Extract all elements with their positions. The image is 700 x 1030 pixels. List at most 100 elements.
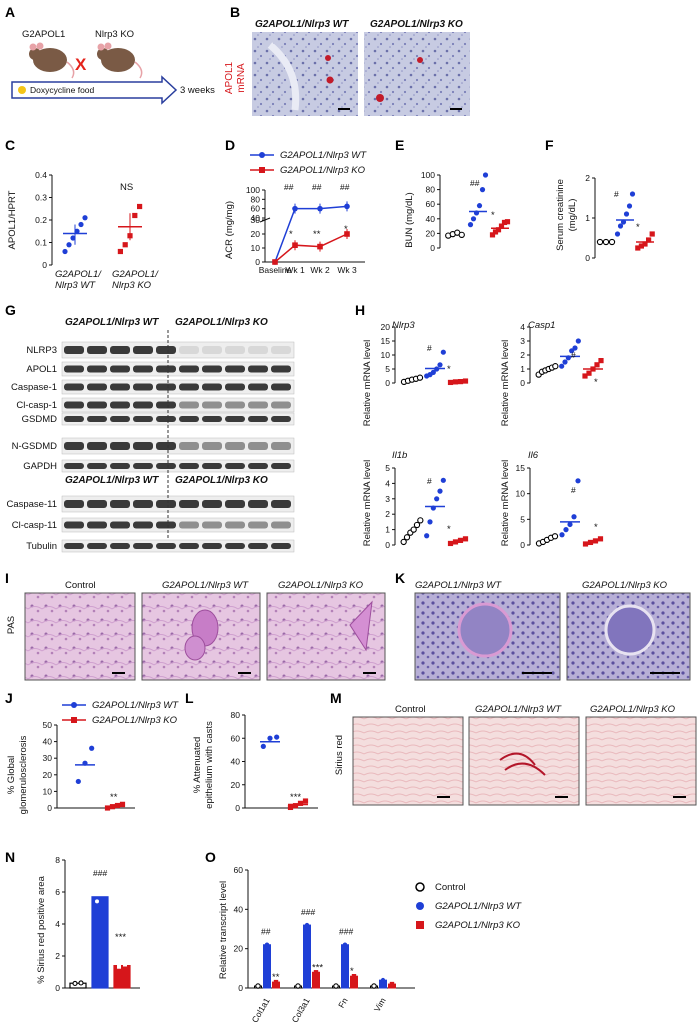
data-point [582, 373, 588, 379]
x-tick-label: Wk 3 [337, 265, 357, 275]
tick-label: 0 [255, 257, 260, 267]
bar [341, 944, 349, 989]
panel-letter: B [230, 4, 240, 20]
axis-label: APOL1 [224, 61, 235, 94]
data-point [389, 981, 395, 987]
blot-band [87, 416, 107, 422]
axis-label: ACR (mg/mg) [224, 201, 235, 259]
tick-label: 15 [516, 463, 526, 473]
data-point [559, 363, 565, 369]
panel-a: A G2APOL1 Nlrp3 KO X Doxycycline food 3 … [5, 4, 215, 105]
axis-label: Relative mRNA level [500, 460, 511, 547]
axis-label: Relative mRNA level [362, 460, 373, 547]
data-point [117, 964, 121, 969]
tick-label: 80 [251, 194, 261, 204]
protein-label: NLRP3 [26, 345, 57, 356]
blot-band [64, 500, 84, 508]
blot-band [179, 521, 199, 529]
x-label: Nlrp3 KO [112, 280, 152, 291]
data-point [437, 488, 443, 494]
blot-band [110, 365, 130, 373]
blot-band [179, 463, 199, 469]
data-point [437, 362, 443, 368]
blot-band [87, 365, 107, 373]
significance-label: ** [313, 229, 321, 240]
panel-letter: N [5, 849, 15, 865]
data-point [629, 191, 636, 197]
tick-label: 100 [246, 185, 260, 195]
panel-letter: F [545, 137, 554, 153]
blot-band [202, 346, 222, 354]
tick-label: 10 [381, 350, 391, 360]
blot-band [248, 500, 268, 508]
series-line [274, 205, 348, 263]
tick-label: 20 [251, 229, 261, 239]
data-point [447, 379, 454, 386]
data-point [117, 248, 123, 255]
blot-band [110, 543, 130, 549]
tick-label: 0 [42, 260, 47, 270]
data-point [552, 363, 559, 370]
food-label: Doxycycline food [30, 85, 95, 95]
blot-band [156, 463, 176, 469]
tick-label: 4 [520, 322, 525, 332]
blot-band [156, 346, 176, 354]
significance-label: * [350, 966, 354, 977]
panel-letter: D [225, 137, 235, 153]
blot-band [225, 463, 245, 469]
genotype-label: G2APOL1/Nlrp3 WT [65, 475, 159, 486]
blot-band [64, 346, 84, 354]
protein-label: GSDMD [22, 414, 58, 425]
data-point [380, 977, 386, 983]
protein-label: Cl-casp-1 [16, 400, 57, 411]
data-point [575, 478, 581, 484]
data-point [551, 533, 559, 540]
tick-label: 60 [231, 733, 241, 743]
panel-h: H Nlrp3 Casp1 Il1b Il6 Relative mRNA lev… [355, 302, 604, 550]
tick-label: 30 [43, 753, 53, 763]
data-point [479, 187, 486, 193]
blot-band [248, 543, 268, 549]
blot-band [179, 365, 199, 373]
blot-band [225, 521, 245, 529]
protein-label: Cl-casp-11 [12, 520, 57, 531]
data-point [572, 345, 578, 351]
protein-label: N-GSDMD [12, 441, 58, 452]
panel-k: K G2APOL1/Nlrp3 WT G2APOL1/Nlrp3 KO [395, 570, 691, 681]
blot-band [110, 500, 130, 508]
blot-band [110, 416, 130, 422]
axis-label: % Attenuated [192, 737, 203, 794]
blot-band [202, 500, 222, 508]
data-point [267, 735, 273, 741]
bar [263, 944, 271, 989]
significance-label: ## [312, 182, 322, 192]
blot-band [87, 346, 107, 354]
data-point [571, 514, 577, 520]
data-point [457, 537, 464, 543]
x-label: Nlrp3 WT [55, 280, 96, 291]
genotype-label: G2APOL1/Nlrp3 KO [175, 317, 268, 328]
legend-entry: G2APOL1/Nlrp3 KO [435, 920, 521, 931]
data-point [400, 538, 407, 546]
image-label: G2APOL1/Nlrp3 WT [415, 580, 502, 591]
gene-title: Nlrp3 [392, 320, 415, 331]
significance-label: * [447, 364, 451, 375]
panel-f: F Serum creatinine (mg/dL) 0 1 2 # * [545, 137, 655, 263]
tick-label: 10 [251, 243, 261, 253]
tick-label: 2 [520, 350, 525, 360]
data-point [467, 222, 474, 228]
significance-label: # [427, 343, 432, 353]
axis-label: Serum creatinine [555, 179, 566, 251]
tick-label: 0.4 [35, 170, 47, 180]
tick-label: 0 [238, 983, 243, 993]
image-label: G2APOL1/Nlrp3 KO [590, 704, 676, 715]
blot-band [271, 416, 291, 422]
data-point [292, 242, 298, 248]
micrograph [468, 716, 580, 806]
sun-icon [18, 86, 26, 94]
tick-label: 0 [47, 803, 52, 813]
data-point [70, 235, 76, 241]
significance-label: * [344, 224, 348, 235]
blot-band [271, 521, 291, 529]
gene-title: Il1b [392, 450, 407, 461]
